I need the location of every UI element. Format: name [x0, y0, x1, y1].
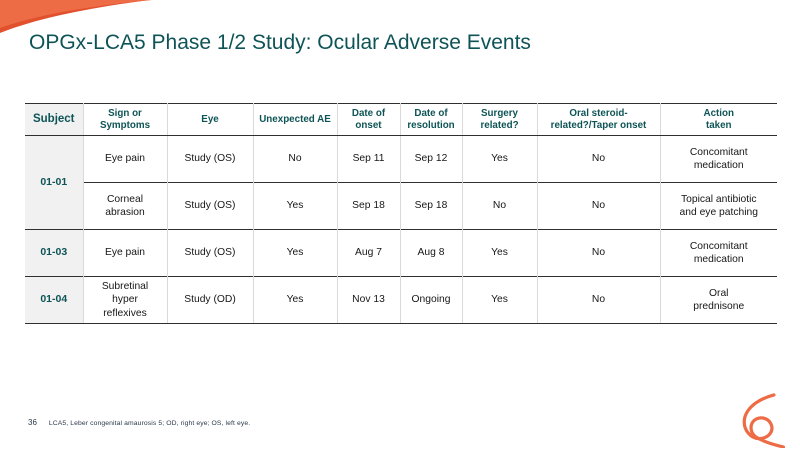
- header-subject: Subject: [25, 103, 84, 136]
- cell-unexpected: Yes: [253, 182, 338, 230]
- opus-genetics-logo-icon: [742, 393, 786, 448]
- cell-eye: Study (OS): [167, 229, 254, 277]
- corner-swoosh-decoration: [0, 0, 152, 33]
- cell-surgery: Yes: [462, 135, 538, 183]
- cell-sign: Corneal abrasion: [83, 182, 168, 230]
- subject-id: 01-01: [25, 135, 84, 230]
- header-surgery-related: Surgery related?: [462, 103, 538, 136]
- adverse-events-table-container: Subject Sign or Symptoms Eye Unexpected …: [25, 103, 777, 324]
- header-oral-steroid: Oral steroid- related?/Taper onset: [537, 103, 661, 136]
- cell-eye: Study (OS): [167, 182, 254, 230]
- cell-eye: Study (OS): [167, 135, 254, 183]
- cell-resolution: Sep 18: [400, 182, 463, 230]
- cell-steroid: No: [537, 182, 661, 230]
- footnote: LCA5, Leber congenital amaurosis 5; OD, …: [48, 420, 251, 427]
- cell-onset: Sep 11: [337, 135, 401, 183]
- adverse-events-table: Subject Sign or Symptoms Eye Unexpected …: [25, 103, 777, 324]
- cell-onset: Aug 7: [337, 229, 401, 277]
- table-row: 01-03 Eye pain Study (OS) Yes Aug 7 Aug …: [25, 229, 777, 277]
- slide-title: OPGx-LCA5 Phase 1/2 Study: Ocular Advers…: [29, 31, 531, 54]
- table-header-row: Subject Sign or Symptoms Eye Unexpected …: [25, 103, 777, 136]
- cell-unexpected: Yes: [253, 276, 338, 324]
- cell-surgery: No: [462, 182, 538, 230]
- cell-action: Concomitant medication: [660, 135, 777, 183]
- header-date-of-onset: Date of onset: [337, 103, 401, 136]
- cell-onset: Nov 13: [337, 276, 401, 324]
- cell-sign: Eye pain: [83, 135, 168, 183]
- cell-resolution: Sep 12: [400, 135, 463, 183]
- header-eye: Eye: [167, 103, 254, 136]
- page-number: 36: [28, 418, 37, 427]
- cell-sign: Subretinal hyper reflexives: [83, 276, 168, 324]
- cell-sign: Eye pain: [83, 229, 168, 277]
- cell-resolution: Ongoing: [400, 276, 463, 324]
- cell-eye: Study (OD): [167, 276, 254, 324]
- subject-id: 01-04: [25, 276, 84, 324]
- cell-surgery: Yes: [462, 229, 538, 277]
- cell-unexpected: Yes: [253, 229, 338, 277]
- cell-action: Oral prednisone: [660, 276, 777, 324]
- slide-footer: 36 LCA5, Leber congenital amaurosis 5; O…: [28, 418, 250, 427]
- subject-id: 01-03: [25, 229, 84, 277]
- header-sign-or-symptoms: Sign or Symptoms: [83, 103, 168, 136]
- cell-steroid: No: [537, 229, 661, 277]
- header-date-of-resolution: Date of resolution: [400, 103, 463, 136]
- cell-action: Topical antibiotic and eye patching: [660, 182, 777, 230]
- cell-onset: Sep 18: [337, 182, 401, 230]
- table-row: 01-04 Subretinal hyper reflexives Study …: [25, 276, 777, 324]
- header-action-taken: Action taken: [660, 103, 777, 136]
- cell-action: Concomitant medication: [660, 229, 777, 277]
- cell-unexpected: No: [253, 135, 338, 183]
- cell-steroid: No: [537, 135, 661, 183]
- table-row: 01-01 Eye pain Study (OS) No Sep 11 Sep …: [25, 135, 777, 230]
- header-unexpected-ae: Unexpected AE: [253, 103, 338, 136]
- table-row: Corneal abrasion Study (OS) Yes Sep 18 S…: [25, 182, 777, 230]
- cell-steroid: No: [537, 276, 661, 324]
- cell-resolution: Aug 8: [400, 229, 463, 277]
- cell-surgery: Yes: [462, 276, 538, 324]
